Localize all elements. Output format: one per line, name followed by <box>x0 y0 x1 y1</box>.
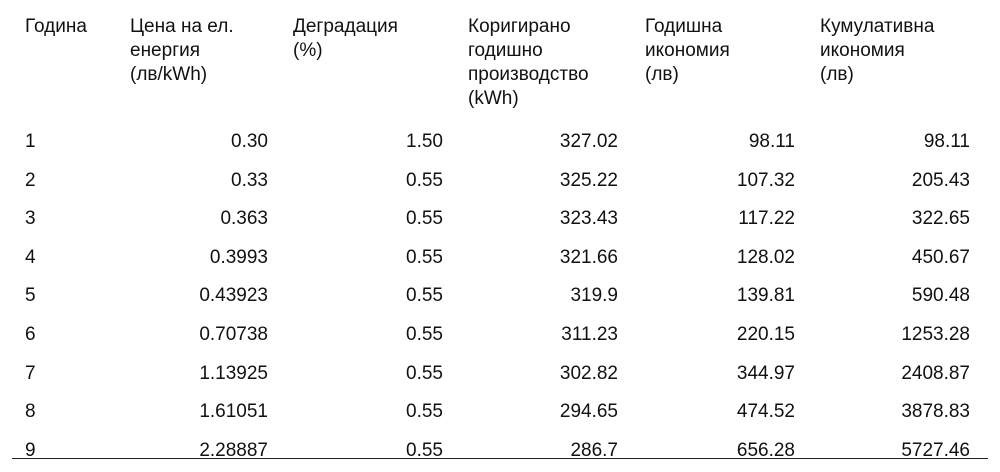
value-cell: 1253.28 <box>901 324 970 345</box>
value-cell: 1.50 <box>406 131 443 152</box>
value-cell: 590.48 <box>911 285 970 307</box>
value-cell: 294.65 <box>559 401 618 423</box>
header-text: Цена на ел. <box>130 16 234 37</box>
header-text: (лв/kWh) <box>130 64 208 85</box>
value-cell: 302.82 <box>559 362 618 384</box>
value-cell: 474.52 <box>736 401 795 423</box>
value-cell: 98.11 <box>748 131 795 152</box>
year-cell: 5 <box>25 285 36 307</box>
year-cell: 4 <box>25 246 36 268</box>
value-cell: 656.28 <box>736 439 795 461</box>
value-cell: 0.55 <box>406 285 443 307</box>
value-cell: 325.22 <box>559 169 618 191</box>
bottom-rule <box>12 458 988 459</box>
header-text: (лв) <box>820 64 854 85</box>
value-cell: 98.11 <box>923 131 970 152</box>
header-text: (лв) <box>645 64 679 85</box>
value-cell: 5727.46 <box>901 439 970 461</box>
value-cell: 0.55 <box>406 246 443 268</box>
header-text: производство <box>468 64 589 85</box>
value-cell: 323.43 <box>559 208 618 230</box>
value-cell: 321.66 <box>559 246 618 268</box>
value-cell: 286.7 <box>570 439 618 461</box>
value-cell: 311.23 <box>561 324 618 345</box>
year-cell: 3 <box>25 208 36 230</box>
value-cell: 0.33 <box>231 169 268 191</box>
value-cell: 2.28887 <box>199 439 268 461</box>
year-cell: 6 <box>25 324 36 345</box>
value-cell: 0.55 <box>406 169 443 191</box>
value-cell: 0.55 <box>406 362 443 384</box>
value-cell: 319.9 <box>570 285 618 307</box>
value-cell: 0.55 <box>406 208 443 230</box>
header-text: Кумулативна <box>820 16 935 37</box>
header-text: Коригирано <box>468 16 571 37</box>
value-cell: 344.97 <box>736 362 795 384</box>
header-text: икономия <box>645 40 730 61</box>
value-cell: 322.65 <box>911 208 970 230</box>
value-cell: 205.43 <box>911 169 970 191</box>
header-text: икономия <box>820 40 905 61</box>
year-cell: 1 <box>25 131 36 152</box>
year-cell: 7 <box>25 362 36 384</box>
header-text: (kWh) <box>468 88 519 109</box>
year-cell: 2 <box>25 169 36 191</box>
value-cell: 0.55 <box>406 439 443 461</box>
value-cell: 0.43923 <box>199 285 268 307</box>
header-text: енергия <box>130 40 201 61</box>
value-cell: 0.70738 <box>199 324 268 345</box>
value-cell: 1.61051 <box>199 401 268 423</box>
value-cell: 0.363 <box>220 208 268 230</box>
header-text: Деградация <box>293 16 398 37</box>
header-text: Година <box>25 16 87 37</box>
value-cell: 107.32 <box>736 169 795 191</box>
year-cell: 8 <box>25 401 36 423</box>
header-text: годишно <box>468 40 543 61</box>
value-cell: 220.15 <box>736 324 795 345</box>
header-text: Годишна <box>645 16 723 37</box>
value-cell: 117.22 <box>738 208 795 230</box>
header-text: (%) <box>293 40 323 61</box>
value-cell: 0.55 <box>406 324 443 345</box>
value-cell: 327.02 <box>559 131 618 152</box>
value-cell: 450.67 <box>911 246 970 268</box>
value-cell: 0.30 <box>231 131 268 152</box>
year-cell: 9 <box>25 439 36 461</box>
value-cell: 3878.83 <box>901 401 970 423</box>
value-cell: 128.02 <box>736 246 795 268</box>
value-cell: 0.55 <box>406 401 443 423</box>
value-cell: 0.3993 <box>209 246 268 268</box>
value-cell: 139.81 <box>736 285 795 307</box>
value-cell: 2408.87 <box>901 362 970 384</box>
value-cell: 1.13925 <box>199 362 268 384</box>
